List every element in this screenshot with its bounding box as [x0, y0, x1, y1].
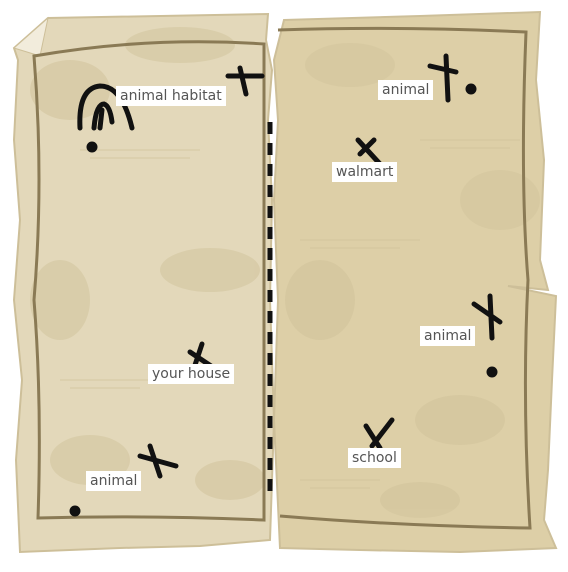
x-mark-school	[363, 417, 395, 451]
label-animal-top-right: animal	[378, 80, 434, 100]
x-mark-animal-bottom-left	[137, 443, 179, 479]
x-mark-habitat	[225, 65, 265, 97]
label-school: school	[348, 448, 401, 468]
right-inner-border	[277, 26, 532, 530]
x-mark-animal-top-right	[427, 53, 459, 103]
label-animal-bottom-left: animal	[86, 471, 142, 491]
habitat-inner-arch-mark	[91, 101, 115, 131]
left-map-sheet	[12, 12, 276, 554]
paper-stains	[30, 27, 540, 518]
label-animal-right: animal	[420, 326, 476, 346]
ink-marks	[69, 53, 503, 517]
left-inner-border	[32, 40, 266, 522]
label-animal-habitat: animal habitat	[116, 86, 226, 106]
x-mark-walmart	[355, 137, 383, 167]
label-walmart: walmart	[332, 162, 398, 182]
x-mark-animal-right	[471, 293, 503, 341]
habitat-arch-mark	[77, 83, 135, 131]
paper-texture	[60, 139, 520, 489]
folded-corner	[13, 16, 49, 57]
label-your-house: your house	[148, 364, 235, 384]
